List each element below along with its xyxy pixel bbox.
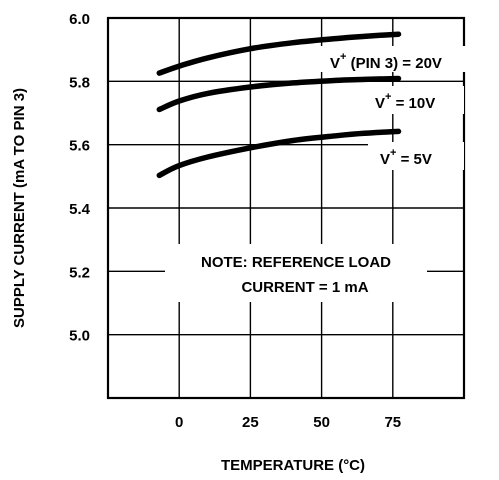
- x-tick-label: 25: [242, 414, 259, 431]
- x-tick-labels: 0 25 50 75: [175, 414, 401, 431]
- x-tick-label: 0: [175, 414, 183, 431]
- series-label-20v: V+ (PIN 3) = 20V: [330, 51, 442, 72]
- series-line-1: [156, 75, 402, 113]
- plot-frame: [106, 16, 466, 400]
- y-axis-label: SUPPLY CURRENT (mA TO PIN 3): [11, 88, 28, 328]
- x-axis-label: TEMPERATURE (°C): [221, 457, 365, 474]
- y-tick-label: 5.6: [69, 138, 90, 155]
- y-tick-label: 5.8: [69, 74, 90, 91]
- series-label-bg-5v: [368, 142, 464, 170]
- series-label-5v: V+ = 5V: [380, 147, 432, 168]
- x-tick-label: 75: [384, 414, 401, 431]
- series-line-0: [156, 31, 402, 76]
- curves: [156, 31, 402, 179]
- series-label-bg-10v: [365, 86, 464, 114]
- note-background: [165, 244, 427, 302]
- y-tick-label: 5.4: [69, 201, 91, 218]
- x-tick-label: 50: [313, 414, 330, 431]
- series-label-bg-20v: [318, 46, 466, 72]
- series-line-2: [156, 128, 402, 179]
- note-line-1: NOTE: REFERENCE LOAD: [201, 254, 391, 271]
- y-tick-label: 5.2: [69, 264, 90, 281]
- y-tick-label: 6.0: [69, 11, 90, 28]
- note-line-2: CURRENT = 1 mA: [241, 279, 368, 296]
- y-tick-label: 5.0: [69, 328, 90, 345]
- y-tick-labels: 6.0 5.8 5.6 5.4 5.2 5.0: [69, 11, 91, 345]
- series-label-10v: V+ = 10V: [375, 91, 435, 112]
